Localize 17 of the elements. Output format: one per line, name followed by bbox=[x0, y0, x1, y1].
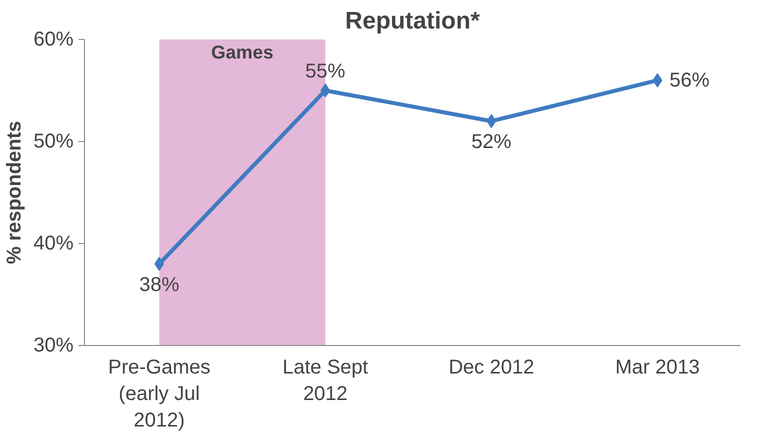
data-label: 52% bbox=[471, 131, 512, 154]
data-label: 56% bbox=[669, 69, 710, 92]
y-tick-label: 40% bbox=[33, 232, 74, 254]
x-tick-label: Mar 2013 bbox=[615, 356, 700, 378]
y-tick-label: 30% bbox=[33, 334, 74, 356]
point bbox=[320, 84, 330, 98]
data-label: 55% bbox=[305, 60, 346, 82]
band-label: Games bbox=[211, 42, 274, 62]
point bbox=[154, 256, 164, 271]
y-tick-label: 50% bbox=[33, 130, 74, 152]
y-axis-title: % respondents bbox=[3, 120, 26, 264]
x-tick-label: Late Sept 2012 bbox=[282, 356, 369, 405]
x-tick-label: Dec 2012 bbox=[448, 356, 534, 378]
data-label: 38% bbox=[139, 274, 180, 296]
x-tick-label: Pre-Games (early Jul 2012) bbox=[108, 356, 210, 432]
y-tick-label: 60% bbox=[33, 28, 74, 50]
chart-title: Reputation* bbox=[345, 8, 480, 34]
